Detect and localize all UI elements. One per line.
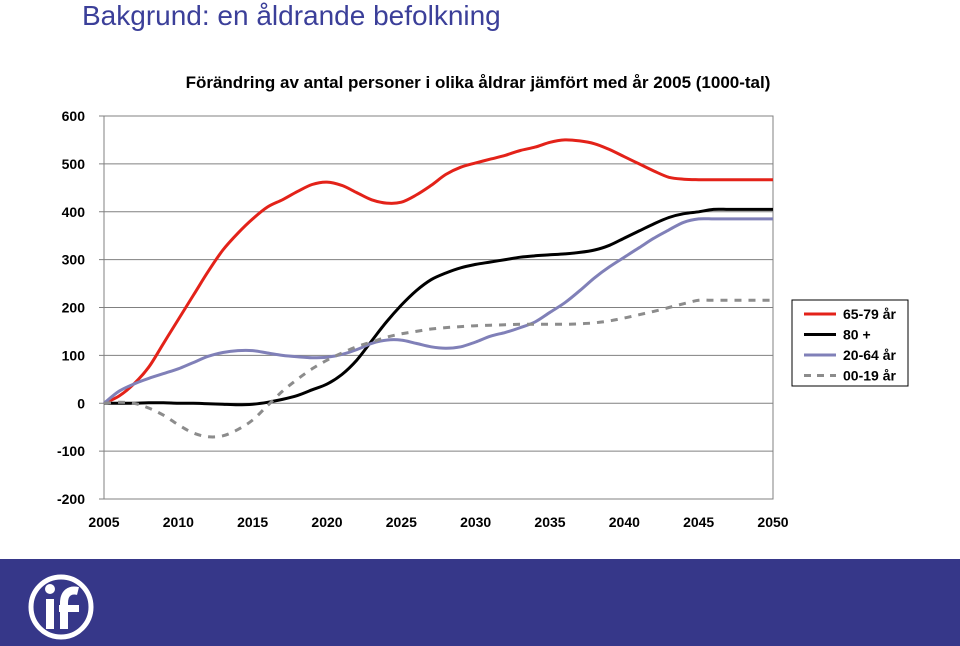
y-tick-label: 100	[62, 347, 86, 363]
legend-label: 80 +	[843, 327, 871, 343]
x-tick-label: 2005	[88, 514, 119, 530]
x-tick-label: 2030	[460, 514, 491, 530]
slide-title: Bakgrund: en åldrande befolkning	[82, 0, 501, 31]
series-line-0	[103, 138, 773, 405]
y-tick-label: 500	[62, 156, 86, 172]
legend-label: 65-79 år	[843, 306, 896, 322]
grid-lines	[104, 163, 773, 452]
series-lines	[103, 138, 773, 439]
series-line-2	[103, 217, 773, 405]
x-axis-ticks: 2005 2010 2015 2020 2025 2030 2035 2040 2045 2050	[88, 514, 788, 530]
x-tick-label: 2045	[683, 514, 714, 530]
x-tick-label: 2040	[609, 514, 640, 530]
chart-svg: Förändring av antal personer i olika åld…	[57, 73, 909, 530]
legend-label: 20-64 år	[843, 347, 896, 363]
y-tick-label: -200	[57, 491, 85, 507]
x-tick-label: 2025	[386, 514, 417, 530]
y-tick-label: 600	[62, 108, 86, 124]
line-chart: Förändring av antal personer i olika åld…	[57, 73, 909, 530]
series-line-3	[103, 298, 773, 439]
legend: 65-79 år 80 + 20-64 år 00-19 år	[791, 299, 909, 387]
footer-bar	[0, 559, 960, 646]
x-tick-label: 2015	[237, 514, 268, 530]
chart-title: Förändring av antal personer i olika åld…	[186, 73, 771, 92]
y-tick-label: -100	[57, 443, 85, 459]
y-axis-ticks: 600 500 400 300 200 100 0 -100 -200	[57, 108, 104, 507]
x-tick-label: 2020	[311, 514, 342, 530]
legend-label: 00-19 år	[843, 368, 896, 384]
y-tick-label: 300	[62, 252, 86, 268]
y-tick-label: 400	[62, 204, 86, 220]
if-logo-icon	[28, 574, 94, 640]
x-tick-label: 2050	[757, 514, 788, 530]
x-tick-label: 2010	[163, 514, 194, 530]
y-tick-label: 200	[62, 300, 86, 316]
series-line-1	[103, 207, 773, 407]
y-tick-label: 0	[77, 395, 85, 411]
x-tick-label: 2035	[534, 514, 565, 530]
